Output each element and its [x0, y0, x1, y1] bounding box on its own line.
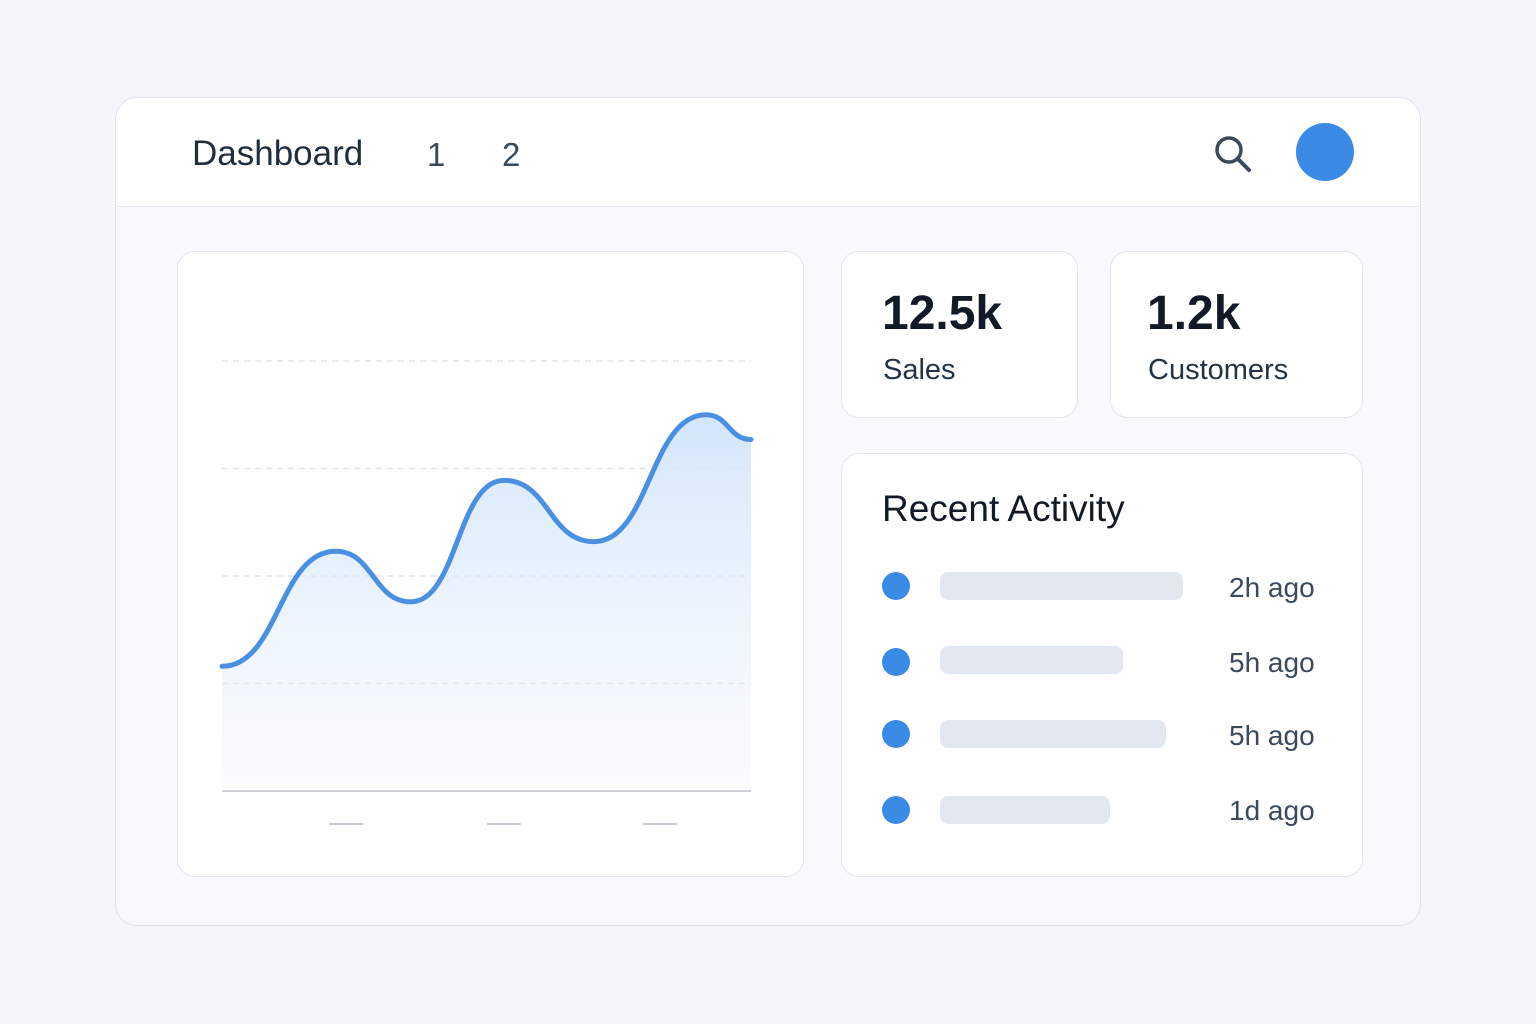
app-window: Dashboard 1 2 12.5k Sales 1.2k Customers… [115, 97, 1421, 926]
activity-title: Recent Activity [882, 488, 1125, 529]
activity-time: 5h ago [1229, 720, 1315, 751]
activity-dot [882, 796, 910, 824]
placeholder-bar [940, 720, 1166, 748]
stat-value: 1.2k [1147, 287, 1241, 340]
activity-dot [882, 720, 910, 748]
activity-time: 1d ago [1229, 795, 1315, 826]
avatar[interactable] [1296, 123, 1354, 181]
area [222, 414, 751, 791]
activity-card: Recent Activity 2h ago 5h ago 5h ago 1d … [841, 453, 1363, 877]
nav-item[interactable]: 2 [502, 136, 521, 173]
activity-dot [882, 572, 910, 600]
placeholder-bar [940, 572, 1183, 600]
line [219, 412, 754, 669]
stat-label: Customers [1148, 354, 1289, 386]
activity-dot [882, 648, 910, 676]
stat-value: 12.5k [882, 287, 1003, 340]
placeholder-bar [940, 796, 1110, 824]
activity-time: 5h ago [1229, 647, 1315, 678]
activity-time: 2h ago [1229, 572, 1315, 603]
stat-label: Sales [883, 354, 956, 386]
search-icon[interactable] [1212, 133, 1252, 173]
stat-card: 12.5k Sales [841, 251, 1078, 418]
nav-item[interactable]: 1 [427, 136, 446, 173]
stat-card: 1.2k Customers [1110, 251, 1363, 418]
app-title[interactable]: Dashboard [192, 134, 364, 173]
line-chart [219, 360, 754, 825]
chart-card [177, 251, 804, 877]
top-bar: Dashboard 1 2 [116, 98, 1420, 207]
placeholder-bar [940, 646, 1123, 674]
